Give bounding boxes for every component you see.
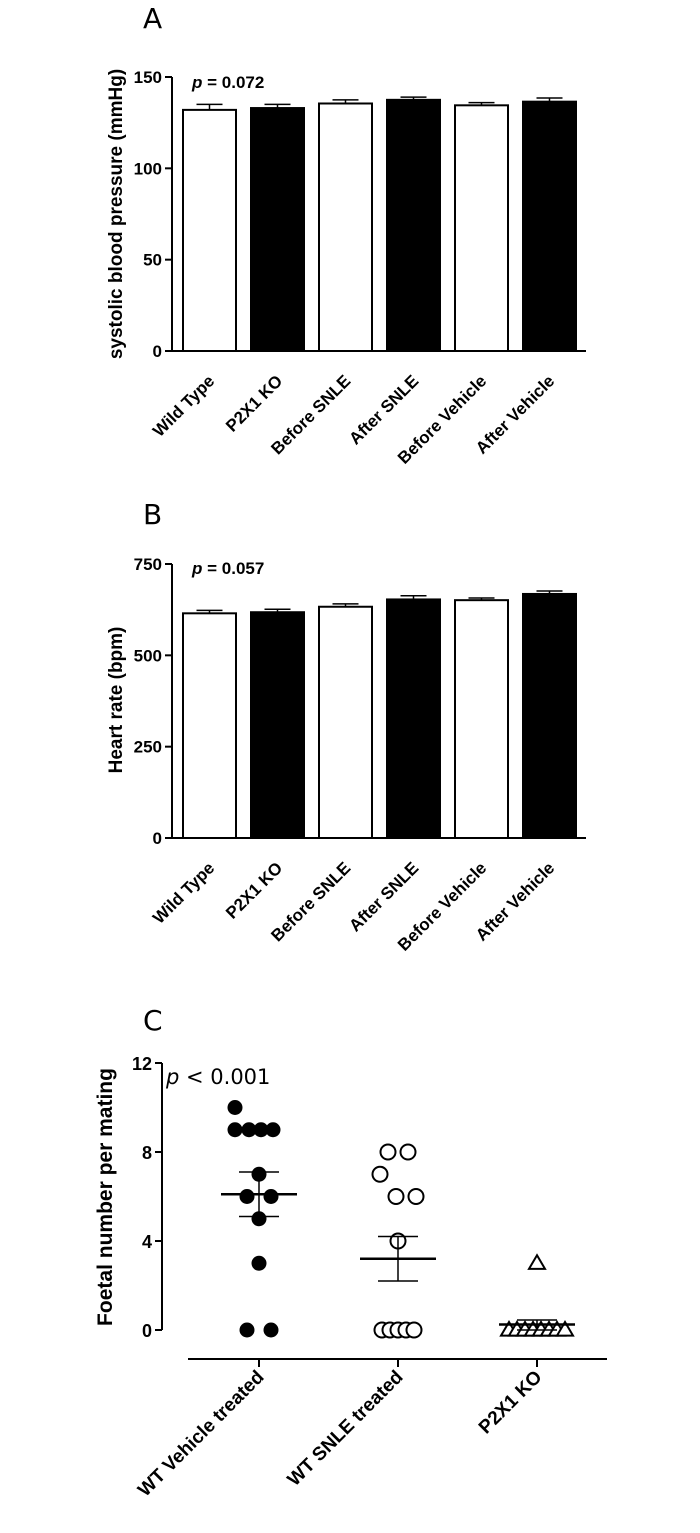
- p-value-annotation-b: p = 0.057: [191, 559, 264, 578]
- bar: [250, 107, 305, 353]
- y-tick-label: 0: [153, 829, 162, 848]
- bar: [182, 108, 237, 352]
- y-tick-label: 0: [142, 1321, 152, 1341]
- panel-a: A systolic blood pressure (mmHg) p = 0.0…: [106, 2, 586, 468]
- bar: [522, 100, 577, 352]
- y-tick-label: 150: [134, 68, 162, 87]
- data-point-open-triangle: [527, 1253, 547, 1270]
- bar: [318, 605, 373, 840]
- data-point-open-circle: [379, 1143, 397, 1161]
- p-symbol-c: p: [165, 1065, 179, 1089]
- p-symbol-b: p: [191, 559, 202, 578]
- bar: [182, 612, 237, 839]
- bar: [454, 104, 509, 352]
- data-point-open-circle: [387, 1188, 405, 1205]
- category-label: Wild Type: [149, 371, 218, 440]
- panel-letter-a: A: [143, 2, 162, 35]
- data-point-filled-circle: [227, 1122, 243, 1138]
- y-tick-label: 4: [142, 1232, 152, 1252]
- data-point-filled-circle: [253, 1122, 269, 1138]
- panel-letter-b: B: [143, 498, 162, 531]
- category-label: WT SNLE treated: [284, 1367, 408, 1491]
- data-point-filled-circle: [265, 1122, 281, 1138]
- p-value-text-c: < 0.001: [179, 1065, 270, 1089]
- data-point-filled-circle: [239, 1189, 255, 1204]
- data-point-filled-circle: [251, 1211, 267, 1227]
- y-tick-label: 0: [153, 342, 162, 361]
- data-point-filled-circle: [227, 1100, 243, 1115]
- bar: [318, 102, 373, 352]
- data-point-filled-circle: [241, 1122, 257, 1138]
- y-tick-label: 50: [143, 251, 162, 270]
- data-point-open-circle: [399, 1143, 417, 1161]
- category-label: WT Vehicle treated: [134, 1367, 268, 1501]
- y-axis-label-b: Heart rate (bpm): [106, 627, 127, 774]
- y-axis-label-a: systolic blood pressure (mmHg): [106, 69, 127, 359]
- y-tick-label: 12: [132, 1054, 152, 1074]
- p-value-text-a: = 0.072: [202, 73, 264, 92]
- p-value-annotation-a: p = 0.072: [191, 73, 264, 92]
- data-point-open-circle: [371, 1165, 389, 1183]
- panel-c: C Foetal number per mating p < 0.001 0 4 8…: [94, 1004, 607, 1501]
- y-tick-label: 500: [134, 646, 162, 665]
- bar: [454, 599, 509, 840]
- bar: [250, 611, 305, 839]
- data-point-filled-circle: [263, 1322, 279, 1338]
- y-axis-label-c: Foetal number per mating: [94, 1068, 117, 1326]
- y-tick-label: 8: [142, 1143, 152, 1163]
- y-tick-label: 100: [134, 159, 162, 178]
- category-label: P2X1 KO: [222, 371, 286, 435]
- p-symbol-a: p: [191, 73, 202, 92]
- p-value-text-b: = 0.057: [202, 559, 264, 578]
- panel-b: B Heart rate (bpm) p = 0.057 0 250 500 750 W…: [106, 498, 586, 955]
- data-point-open-circle: [405, 1321, 423, 1339]
- data-point-filled-circle: [239, 1322, 255, 1338]
- category-label: Wild Type: [149, 858, 218, 927]
- data-point-filled-circle: [263, 1189, 279, 1204]
- bar: [386, 98, 441, 353]
- y-tick-label: 250: [134, 738, 162, 757]
- data-point-open-triangle: [555, 1320, 575, 1337]
- bar: [522, 592, 577, 839]
- data-point-filled-circle: [251, 1255, 267, 1271]
- data-point-open-circle: [407, 1188, 425, 1205]
- panel-letter-c: C: [143, 1004, 163, 1037]
- p-value-annotation-c: p < 0.001: [165, 1065, 270, 1089]
- y-tick-label: 750: [134, 555, 162, 574]
- bar: [386, 598, 441, 839]
- category-label: P2X1 KO: [222, 858, 286, 922]
- category-label: P2X1 KO: [475, 1367, 547, 1439]
